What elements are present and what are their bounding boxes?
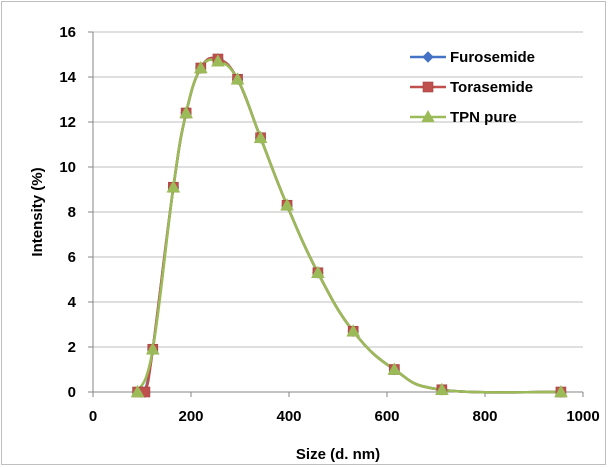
- legend-marker-torasemide: [422, 81, 434, 93]
- data-point-tpn-pure-8: [280, 198, 294, 211]
- y-tick-label-10: 10: [59, 159, 76, 176]
- data-point-tpn-pure-0: [130, 384, 145, 398]
- legend-label-tpn-pure: TPN pure: [450, 109, 517, 126]
- x-tick-label-0: 0: [89, 408, 97, 425]
- y-tick-label-2: 2: [68, 339, 76, 356]
- y-tick-label-6: 6: [68, 249, 76, 266]
- y-tick-label-0: 0: [68, 384, 76, 401]
- y-tick-label-12: 12: [59, 114, 76, 131]
- data-point-tpn-pure-13: [554, 384, 568, 398]
- legend-marker-furosemide: [422, 51, 434, 63]
- x-tick-label-400: 400: [276, 408, 301, 425]
- legend-label-furosemide: Furosemide: [450, 49, 535, 66]
- y-tick-label-4: 4: [68, 294, 77, 311]
- data-point-tpn-pure-2: [166, 180, 181, 193]
- data-point-tpn-pure-4: [193, 60, 208, 74]
- legend: Furosemide Torasemide TPN pure: [410, 49, 535, 126]
- y-axis-title: Intensity (%): [29, 167, 46, 256]
- y-tick-label-8: 8: [68, 204, 76, 221]
- series-markers: [130, 53, 568, 398]
- y-tick-label-16: 16: [59, 24, 76, 41]
- tick-labels: 0 2 4 6 8 10 12 14 16 0 200 400 600 800 1000: [59, 24, 599, 425]
- x-axis-title: Size (d. nm): [296, 446, 380, 463]
- data-point-tpn-pure-5: [211, 54, 225, 67]
- data-point-tpn-pure-7: [253, 130, 268, 144]
- data-point-tpn-pure-11: [387, 362, 402, 375]
- data-point-tpn-pure-6: [230, 72, 245, 85]
- data-point-tpn-pure-12: [435, 382, 449, 396]
- legend-marker-tpn-pure: [421, 109, 435, 123]
- data-point-tpn-pure-3: [179, 105, 193, 119]
- x-tick-label-1000: 1000: [566, 408, 599, 425]
- x-tick-label-200: 200: [178, 408, 203, 425]
- y-tick-label-14: 14: [59, 69, 76, 86]
- data-point-tpn-pure-10: [346, 324, 361, 337]
- x-tick-label-600: 600: [374, 408, 399, 425]
- x-tick-label-800: 800: [472, 408, 497, 425]
- legend-label-torasemide: Torasemide: [450, 79, 533, 96]
- gridlines: [93, 31, 583, 348]
- data-point-tpn-pure-9: [311, 265, 325, 279]
- data-point-tpn-pure-1: [145, 342, 160, 355]
